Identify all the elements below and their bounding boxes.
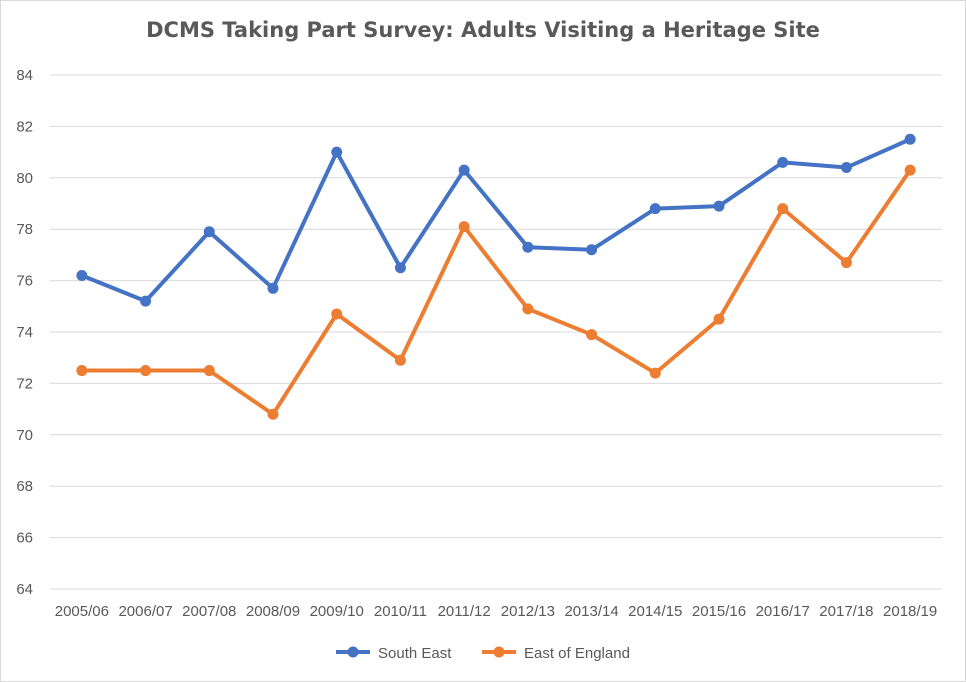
x-tick-label: 2008/09 (246, 603, 300, 620)
y-tick-label: 78 (16, 221, 33, 238)
legend-item: East of England (482, 645, 630, 662)
y-tick-label: 74 (16, 324, 33, 341)
data-point (267, 282, 279, 294)
data-point (777, 203, 789, 215)
y-tick-label: 80 (16, 170, 33, 187)
data-point (394, 354, 406, 366)
data-point (140, 365, 152, 377)
legend-item: South East (336, 645, 452, 662)
data-point (840, 162, 852, 174)
legend-swatch-marker (493, 646, 505, 658)
x-tick-label: 2013/14 (564, 603, 618, 620)
data-point (203, 226, 215, 238)
data-point (586, 329, 598, 341)
y-tick-label: 70 (16, 427, 33, 444)
y-tick-label: 72 (16, 375, 33, 392)
series-1 (76, 133, 916, 307)
legend-swatch-marker (347, 646, 359, 658)
legend: South East East of England (336, 645, 630, 662)
data-point (904, 133, 916, 145)
y-tick-label: 66 (16, 530, 33, 547)
data-point (331, 146, 343, 158)
x-tick-label: 2005/06 (55, 603, 109, 620)
legend-label: East of England (524, 645, 630, 662)
x-tick-label: 2014/15 (628, 603, 682, 620)
x-tick-label: 2017/18 (819, 603, 873, 620)
y-tick-label: 68 (16, 478, 33, 495)
data-point (76, 365, 88, 377)
legend-label: South East (378, 645, 452, 662)
data-point (840, 257, 852, 269)
x-tick-label: 2012/13 (501, 603, 555, 620)
data-point (331, 308, 343, 320)
data-point (140, 295, 152, 307)
x-tick-label: 2011/12 (438, 603, 491, 620)
data-point (522, 241, 534, 253)
y-tick-label: 84 (16, 67, 33, 84)
series-layer (76, 133, 916, 420)
x-tick-label: 2016/17 (756, 603, 810, 620)
x-tick-label: 2007/08 (182, 603, 236, 620)
data-point (586, 244, 598, 256)
y-tick-label: 82 (16, 118, 33, 135)
x-tick-label: 2009/10 (310, 603, 364, 620)
data-point (267, 408, 279, 420)
y-tick-label: 64 (16, 581, 33, 598)
x-tick-label: 2015/16 (692, 603, 746, 620)
x-tick-label: 2006/07 (118, 603, 172, 620)
data-point (904, 164, 916, 176)
data-point (649, 203, 661, 215)
series-2 (76, 164, 916, 420)
data-point (649, 367, 661, 379)
data-point (458, 164, 470, 176)
data-point (394, 262, 406, 274)
x-tick-label: 2018/19 (883, 603, 937, 620)
data-point (713, 313, 725, 325)
x-tick-label: 2010/11 (374, 603, 427, 620)
data-point (522, 303, 534, 315)
data-point (777, 156, 789, 168)
data-point (713, 200, 725, 212)
chart-title: DCMS Taking Part Survey: Adults Visiting… (146, 18, 820, 42)
y-tick-label: 76 (16, 273, 33, 290)
series-line (79, 137, 913, 304)
gridlines (50, 74, 942, 590)
data-point (76, 269, 88, 281)
data-point (458, 221, 470, 233)
data-point (203, 365, 215, 377)
series-line (79, 168, 913, 417)
x-axis-ticks: 2005/06 2006/07 2007/08 2008/09 2009/10 2010/… (55, 603, 938, 620)
y-axis-ticks: 64 66 68 70 72 74 76 78 80 82 84 (16, 67, 33, 598)
